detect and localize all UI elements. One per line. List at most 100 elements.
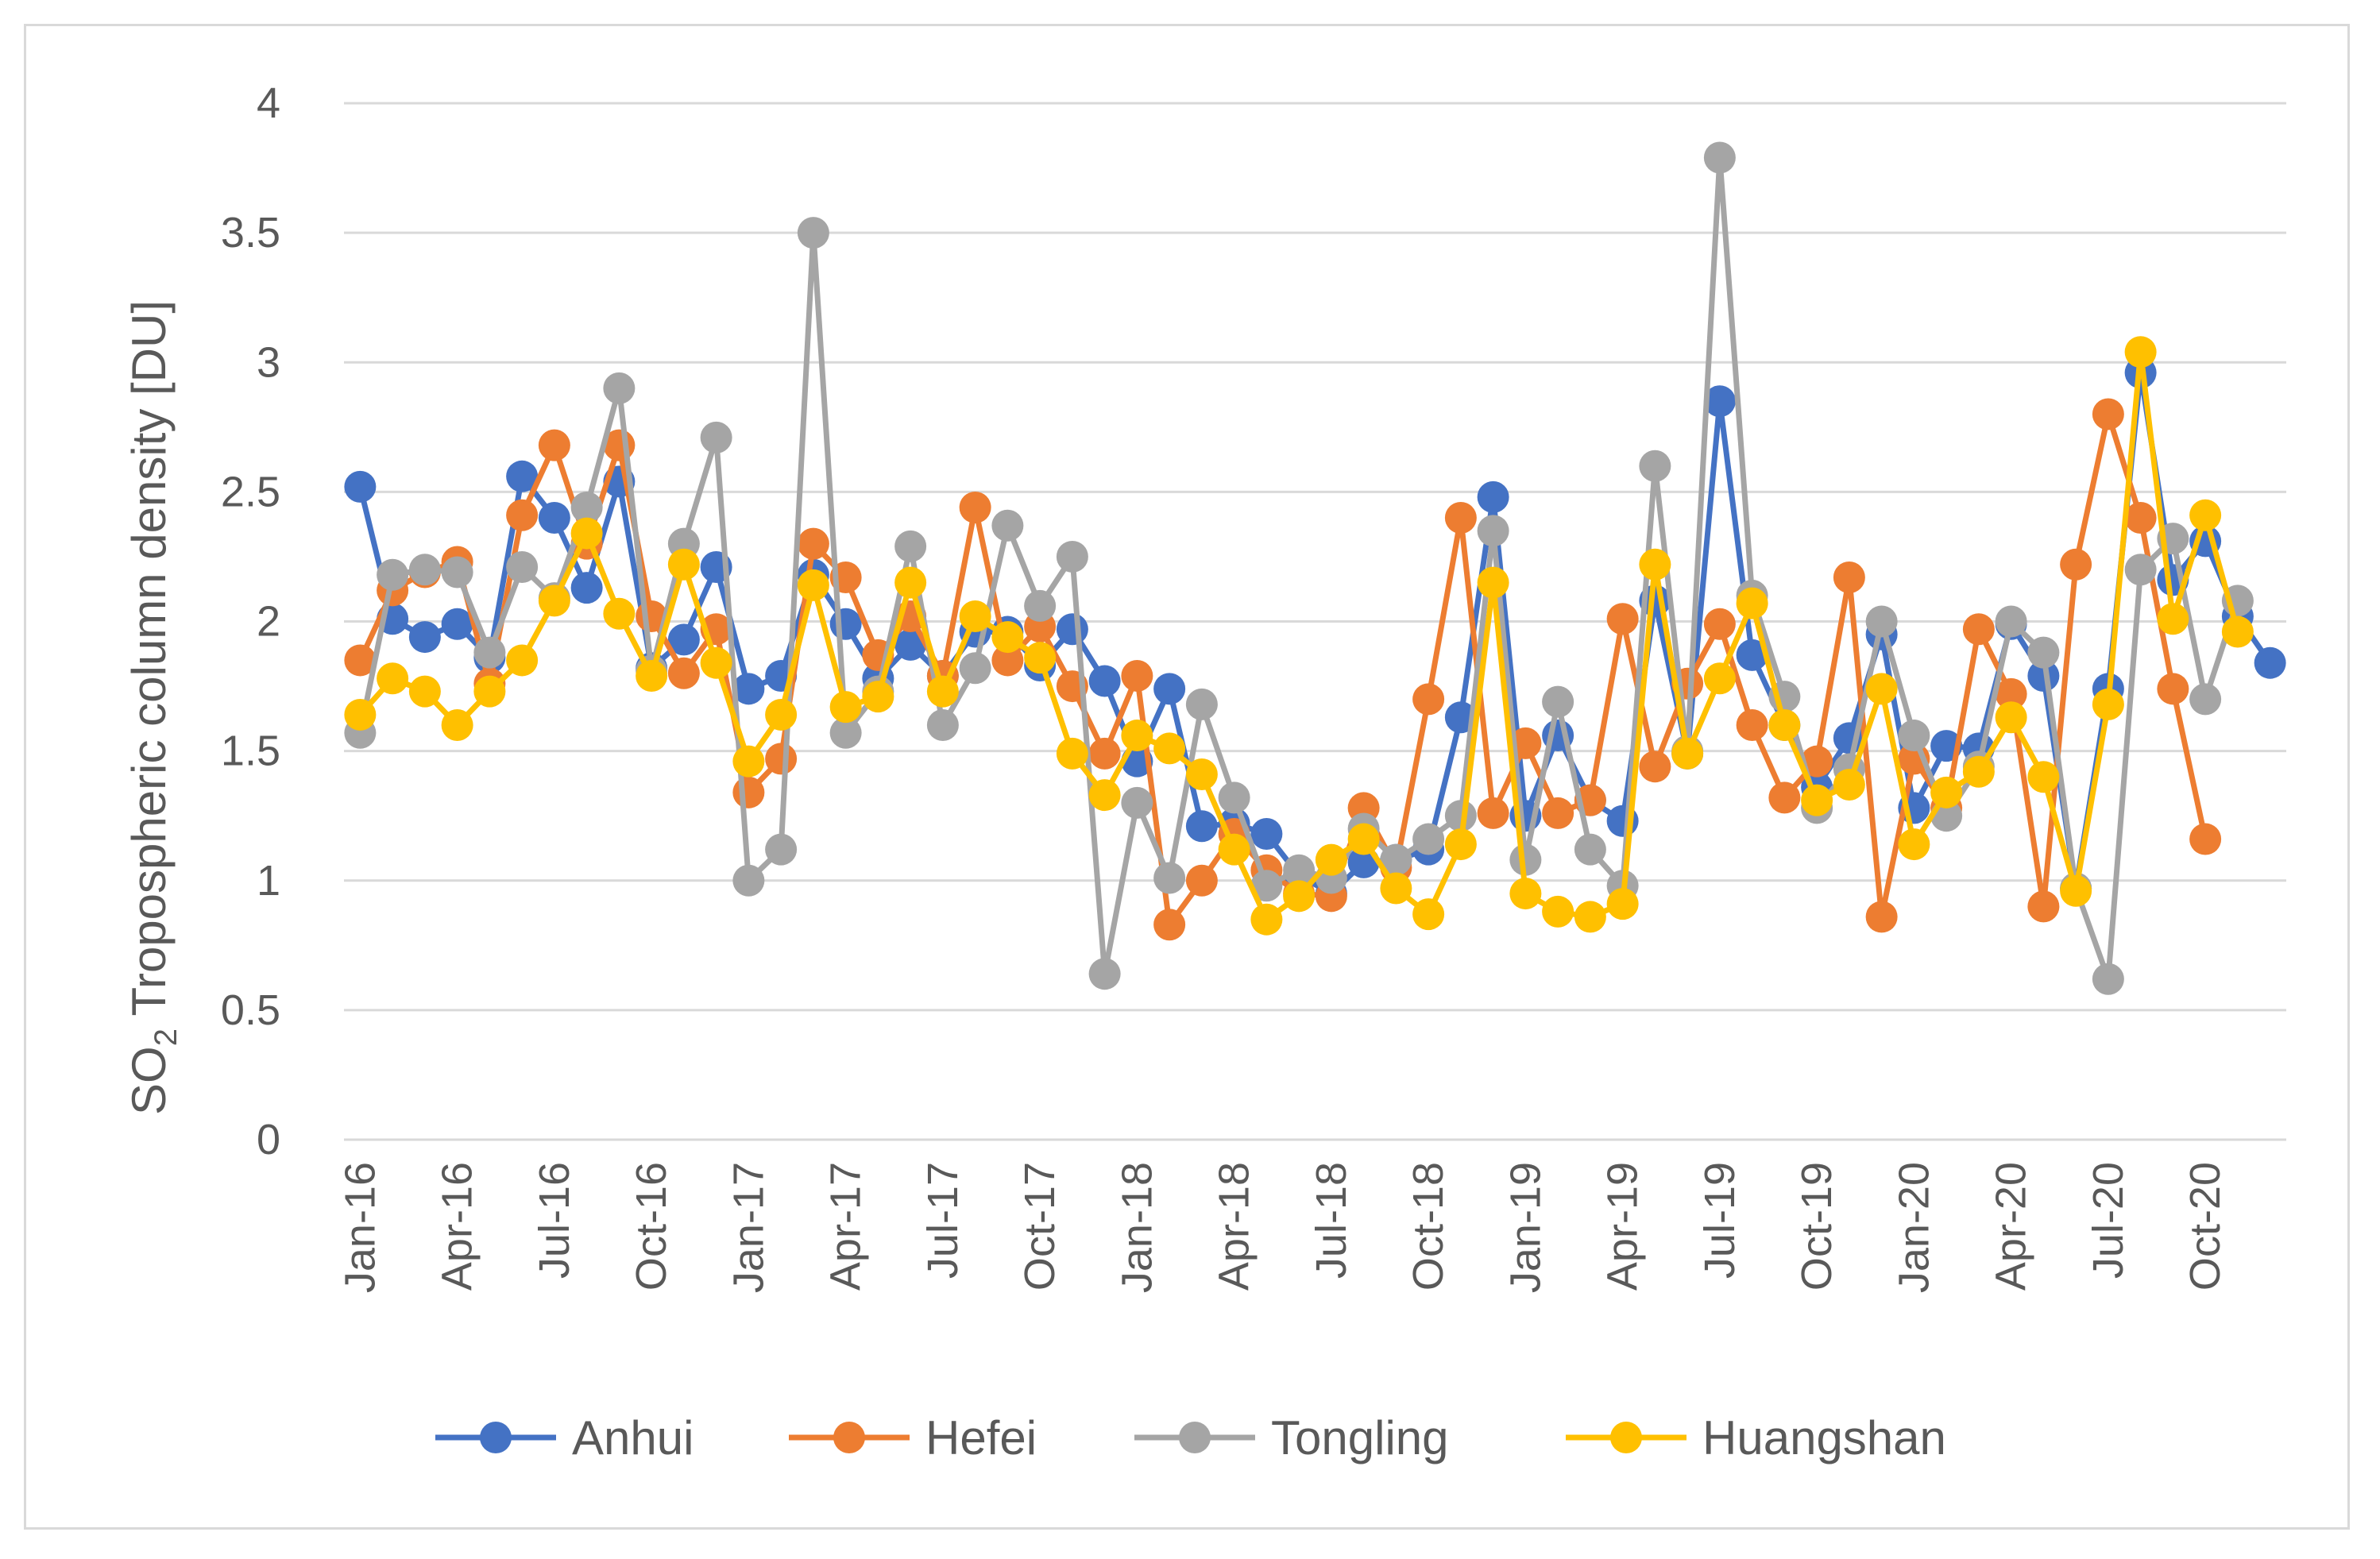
- legend-marker-anhui: [480, 1422, 512, 1453]
- data-point-huangshan: [2060, 874, 2092, 907]
- data-point-hefei: [1703, 608, 1736, 640]
- data-point-hefei: [1606, 603, 1639, 635]
- legend-item-huangshan: Huangshan: [1566, 1411, 1946, 1464]
- data-point-huangshan: [636, 660, 668, 693]
- gridlines: [344, 102, 2286, 1141]
- data-point-hefei: [1962, 613, 1995, 646]
- data-point-anhui: [1088, 665, 1121, 697]
- data-point-huangshan: [959, 600, 991, 632]
- data-point-anhui: [894, 628, 927, 661]
- data-point-anhui: [344, 470, 377, 503]
- data-point-huangshan: [473, 675, 506, 708]
- data-point-anhui: [538, 502, 570, 534]
- data-point-hefei: [538, 429, 570, 461]
- data-point-huangshan: [1606, 888, 1639, 920]
- data-point-tongling: [894, 530, 927, 562]
- legend-label-hefei: Hefei: [925, 1411, 1037, 1464]
- data-point-hefei: [1801, 745, 1833, 778]
- data-point-huangshan: [603, 597, 636, 630]
- series-anhui: [344, 357, 2286, 910]
- series-line-huangshan: [357, 349, 2241, 923]
- data-point-tongling: [765, 833, 798, 866]
- data-point-huangshan: [1283, 880, 1316, 913]
- data-point-huangshan: [1024, 642, 1057, 674]
- data-point-huangshan: [1671, 737, 1704, 770]
- x-tick-label: Oct-16: [628, 1162, 675, 1291]
- x-tick-label: Apr-17: [822, 1162, 870, 1291]
- data-point-huangshan: [1542, 895, 1574, 928]
- data-point-tongling: [2189, 683, 2222, 716]
- data-point-huangshan: [991, 621, 1024, 654]
- data-point-tongling: [700, 421, 732, 453]
- data-point-huangshan: [1995, 701, 2027, 734]
- y-tick-label: 3.5: [221, 209, 280, 257]
- x-tick-label: Jul-18: [1308, 1162, 1355, 1279]
- data-point-huangshan: [765, 698, 798, 731]
- data-point-tongling: [1412, 823, 1445, 855]
- data-point-anhui: [732, 673, 765, 705]
- data-point-huangshan: [1347, 823, 1380, 855]
- data-point-hefei: [1477, 797, 1509, 829]
- legend-label-anhui: Anhui: [572, 1411, 694, 1464]
- data-point-tongling: [1865, 605, 1898, 638]
- data-point-hefei: [2189, 823, 2222, 855]
- data-point-huangshan: [926, 675, 959, 708]
- x-tick-label: Jul-16: [531, 1162, 578, 1279]
- data-point-huangshan: [732, 745, 765, 778]
- data-point-anhui: [2027, 660, 2060, 693]
- data-point-tongling: [570, 491, 603, 523]
- data-point-hefei: [1444, 502, 1477, 534]
- data-point-huangshan: [1509, 878, 1542, 910]
- data-point-anhui: [1056, 613, 1088, 646]
- legend-item-tongling: Tongling: [1134, 1411, 1449, 1464]
- y-tick-label: 2: [257, 598, 280, 646]
- data-point-huangshan: [1703, 662, 1736, 695]
- data-point-huangshan: [1898, 828, 1930, 861]
- data-point-huangshan: [1962, 755, 1995, 788]
- data-point-huangshan: [344, 698, 377, 731]
- x-tick-label: Jan-20: [1890, 1162, 1938, 1293]
- data-point-huangshan: [538, 585, 570, 617]
- x-tick-label: Oct-18: [1404, 1162, 1452, 1291]
- data-point-huangshan: [1380, 872, 1412, 905]
- data-point-tongling: [797, 217, 829, 249]
- legend-item-anhui: Anhui: [435, 1411, 694, 1464]
- data-point-tongling: [959, 652, 991, 685]
- data-point-huangshan: [1153, 732, 1186, 765]
- x-tick-label: Oct-19: [1793, 1162, 1841, 1291]
- data-point-tongling: [732, 864, 765, 897]
- data-point-tongling: [1477, 515, 1509, 547]
- y-tick-label: 3: [257, 338, 280, 386]
- data-point-huangshan: [1865, 673, 1898, 705]
- data-point-anhui: [1703, 385, 1736, 418]
- data-point-tongling: [829, 716, 862, 749]
- data-point-huangshan: [2189, 499, 2222, 531]
- data-point-huangshan: [1185, 758, 1218, 790]
- data-point-hefei: [1865, 901, 1898, 933]
- legend-label-huangshan: Huangshan: [1702, 1411, 1946, 1464]
- data-point-huangshan: [506, 644, 539, 677]
- y-tick-label: 0.5: [221, 986, 280, 1034]
- data-point-anhui: [506, 460, 539, 492]
- data-point-huangshan: [1801, 784, 1833, 816]
- data-point-hefei: [1768, 781, 1801, 814]
- y-tick-label: 1: [257, 857, 280, 905]
- data-point-tongling: [1444, 800, 1477, 832]
- data-point-huangshan: [377, 662, 409, 695]
- x-tick-label: Jan-18: [1113, 1162, 1161, 1293]
- data-point-huangshan: [1768, 709, 1801, 741]
- data-point-huangshan: [1930, 776, 1963, 808]
- data-point-hefei: [506, 499, 539, 531]
- data-point-hefei: [1412, 683, 1445, 716]
- legend: Anhui Hefei Tongling Huangshan: [435, 1411, 1946, 1464]
- data-point-huangshan: [797, 569, 829, 601]
- data-point-hefei: [1121, 660, 1153, 693]
- data-point-tongling: [1024, 589, 1057, 622]
- data-point-tongling: [926, 709, 959, 741]
- data-point-hefei: [732, 776, 765, 808]
- data-point-anhui: [1185, 810, 1218, 843]
- x-tick-label: Apr-20: [1988, 1162, 2035, 1291]
- series-tongling: [344, 141, 2254, 995]
- x-tick-label: Jan-16: [336, 1162, 384, 1293]
- data-point-tongling: [377, 558, 409, 591]
